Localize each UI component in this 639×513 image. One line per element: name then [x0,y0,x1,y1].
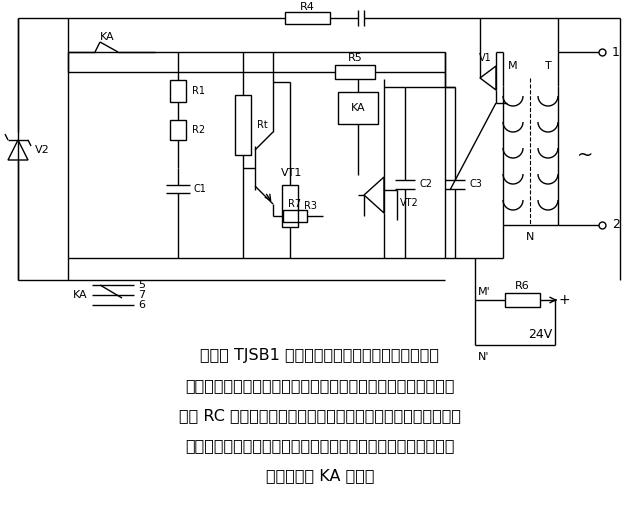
Text: R3: R3 [304,201,317,211]
Text: 5: 5 [139,280,146,290]
Bar [285,12,330,24]
Text: V1: V1 [479,53,491,63]
Text: R4: R4 [300,2,314,12]
Text: Rt: Rt [257,120,268,130]
Text: R2: R2 [192,125,205,135]
Text: R7: R7 [288,199,302,209]
Text: KA: KA [100,32,114,42]
Text: R6: R6 [514,281,529,291]
Text: T: T [544,61,551,71]
Text: 所示为 TJSB1 型晶体管时间继电器延时型电路。在: 所示为 TJSB1 型晶体管时间继电器延时型电路。在 [201,348,440,363]
Text: R5: R5 [348,53,362,63]
Bar [170,120,186,140]
Text: 电，产生一个正脉冲电压加到晶闸管的控制极上，而后晶闸管导: 电，产生一个正脉冲电压加到晶闸管的控制极上，而后晶闸管导 [185,438,455,453]
Text: VT2: VT2 [400,198,419,208]
Text: C2: C2 [419,179,432,189]
Text: M: M [508,61,518,71]
Text: 通，继电器 KA 动作。: 通，继电器 KA 动作。 [266,468,374,483]
Text: KA: KA [351,103,366,113]
Text: 管和 RC 元件组成的脉冲发生器。当单结晶体管导通时，电容放: 管和 RC 元件组成的脉冲发生器。当单结晶体管导通时，电容放 [179,408,461,423]
Text: C1: C1 [194,184,207,194]
Text: VT1: VT1 [281,168,302,178]
Text: 6: 6 [139,300,146,310]
Text: 2: 2 [612,219,620,231]
Text: +: + [558,293,570,307]
Bar [505,293,540,307]
Text: ~: ~ [577,146,593,165]
Text: 24V: 24V [528,328,552,342]
Bar [235,95,251,155]
Text: V2: V2 [35,145,50,155]
Bar [282,185,298,227]
Text: R1: R1 [192,86,205,96]
Bar [335,65,375,79]
Text: N: N [526,232,534,242]
Bar [338,92,378,124]
Text: 1: 1 [612,46,620,58]
Text: N': N' [478,352,489,362]
Bar [283,210,307,222]
Bar [170,80,186,102]
Text: M': M' [478,287,491,297]
Text: C3: C3 [469,179,482,189]
Text: 电路中，控制电压经过降压、整流、滤波和稳压后，供单结晶体: 电路中，控制电压经过降压、整流、滤波和稳压后，供单结晶体 [185,378,455,393]
Text: KA: KA [72,290,87,300]
Text: 7: 7 [139,290,146,300]
